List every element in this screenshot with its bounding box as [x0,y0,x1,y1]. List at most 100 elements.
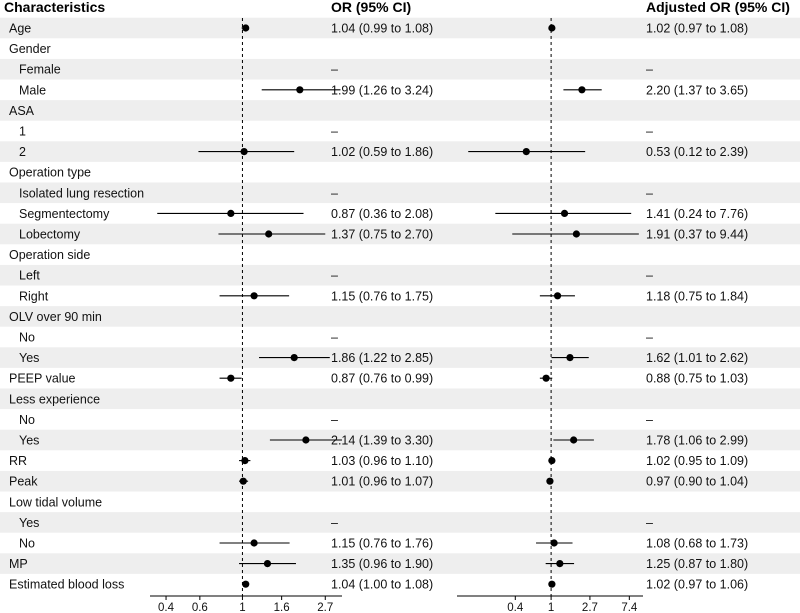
adj-estimate-text: – [646,125,653,139]
row-label: PEEP value [9,372,76,386]
or-estimate-text: 0.87 (0.36 to 2.08) [331,207,433,221]
adj-point [546,477,554,485]
or-tick-label: 1 [239,602,245,613]
or-point [290,354,298,362]
adj-point [548,457,556,465]
row-label: No [19,331,35,345]
adj-estimate-text: 1.02 (0.97 to 1.08) [646,22,748,36]
adj-point [556,560,564,568]
row-label: Operation side [9,248,90,262]
header-characteristics: Characteristics [4,0,105,15]
adj-estimate-text: 1.91 (0.37 to 9.44) [646,228,748,242]
adj-point [550,539,558,547]
row-label: Age [9,22,31,36]
adj-point [578,86,586,94]
adj-tick-label: 1 [548,602,554,613]
adj-estimate-text: 1.41 (0.24 to 7.76) [646,207,748,221]
row-label: OLV over 90 min [9,310,102,324]
row-label: MP [9,557,28,571]
or-estimate-text: – [331,413,338,427]
adj-estimate-text: 1.25 (0.87 to 1.80) [646,557,748,571]
adj-estimate-text: 1.78 (1.06 to 2.99) [646,434,748,448]
row-label: Peak [9,475,38,489]
or-estimate-text: – [331,63,338,77]
row-stripe [0,429,800,451]
adj-estimate-text: 1.18 (0.75 to 1.84) [646,289,748,303]
adj-tick-label: 2.7 [582,602,598,613]
row-stripe [0,264,800,286]
or-estimate-text: – [331,269,338,283]
row-label: Yes [19,434,39,448]
or-point [240,148,248,156]
or-point [242,580,250,588]
row-stripe [0,470,800,492]
row-label: Segmentectomy [19,207,110,221]
or-tick-label: 1.6 [274,602,290,613]
row-stripe [0,388,800,410]
or-estimate-text: 1.35 (0.96 to 1.90) [331,557,433,571]
adj-estimate-text: 0.97 (0.90 to 1.04) [646,475,748,489]
row-label: Lobectomy [19,228,81,242]
adj-point [570,436,578,444]
or-tick-label: 0.6 [192,602,208,613]
row-stripe [0,306,800,327]
or-estimate-text: – [331,331,338,345]
or-point [242,24,250,32]
adj-estimate-text: – [646,516,653,530]
or-point [296,86,304,94]
or-estimate-text: – [331,186,338,200]
row-label: Operation type [9,166,91,180]
or-estimate-text: – [331,125,338,139]
adj-point [542,374,550,382]
or-estimate-text: 1.15 (0.76 to 1.75) [331,289,433,303]
or-tick-label: 2.7 [317,602,333,613]
adj-estimate-text: 1.02 (0.97 to 1.06) [646,578,748,592]
row-label: Isolated lung resection [19,186,144,200]
row-stripe [0,512,800,533]
adj-point [572,230,580,238]
adj-estimate-text: – [646,331,653,345]
or-point [250,539,258,547]
or-point [227,209,235,217]
row-label: Less experience [9,392,100,406]
adj-estimate-text: 0.53 (0.12 to 2.39) [646,145,748,159]
or-panel: 0.4 0.6 1 1.6 2.7 [150,18,342,613]
adj-estimate-text: – [646,413,653,427]
row-stripe [0,58,800,80]
or-point [263,560,272,568]
row-label: Yes [19,516,39,530]
row-stripe [0,182,800,204]
or-point [250,292,258,300]
row-label: 2 [19,145,26,159]
row-label: ASA [9,104,35,118]
estimate-texts: 1.04 (0.99 to 1.08) 1.02 (0.97 to 1.08) – –… [331,22,748,592]
adj-estimate-text: – [646,269,653,283]
or-tick-label: 0.4 [158,602,175,613]
row-labels: Age Gender Female Male ASA 1 2 Operation type Is… [9,22,144,592]
adj-estimate-text: 1.08 (0.68 to 1.73) [646,537,748,551]
or-point [241,457,249,465]
or-point [302,436,310,444]
or-estimate-text: 0.87 (0.76 to 0.99) [331,372,433,386]
adj-estimate-text: 1.62 (1.01 to 2.62) [646,351,748,365]
or-estimate-text: 1.01 (0.96 to 1.07) [331,475,433,489]
row-label: Female [19,63,61,77]
row-stripe [0,553,800,574]
header-or: OR (95% CI) [331,0,411,15]
adj-point [522,148,530,156]
or-estimate-text: 1.03 (0.96 to 1.10) [331,454,433,468]
row-stripe [0,100,800,121]
adj-estimate-text: – [646,186,653,200]
row-label: Left [19,269,40,283]
or-point [227,374,235,382]
row-label: Low tidal volume [9,495,102,509]
row-label: Gender [9,42,51,56]
or-point [265,230,273,238]
row-label: 1 [19,125,26,139]
adj-estimate-text: – [646,63,653,77]
row-stripe [0,141,800,162]
row-stripe [0,347,800,368]
adj-point [548,580,556,588]
adjusted-or-panel: 0.4 1 2.7 7.4 [457,18,643,613]
